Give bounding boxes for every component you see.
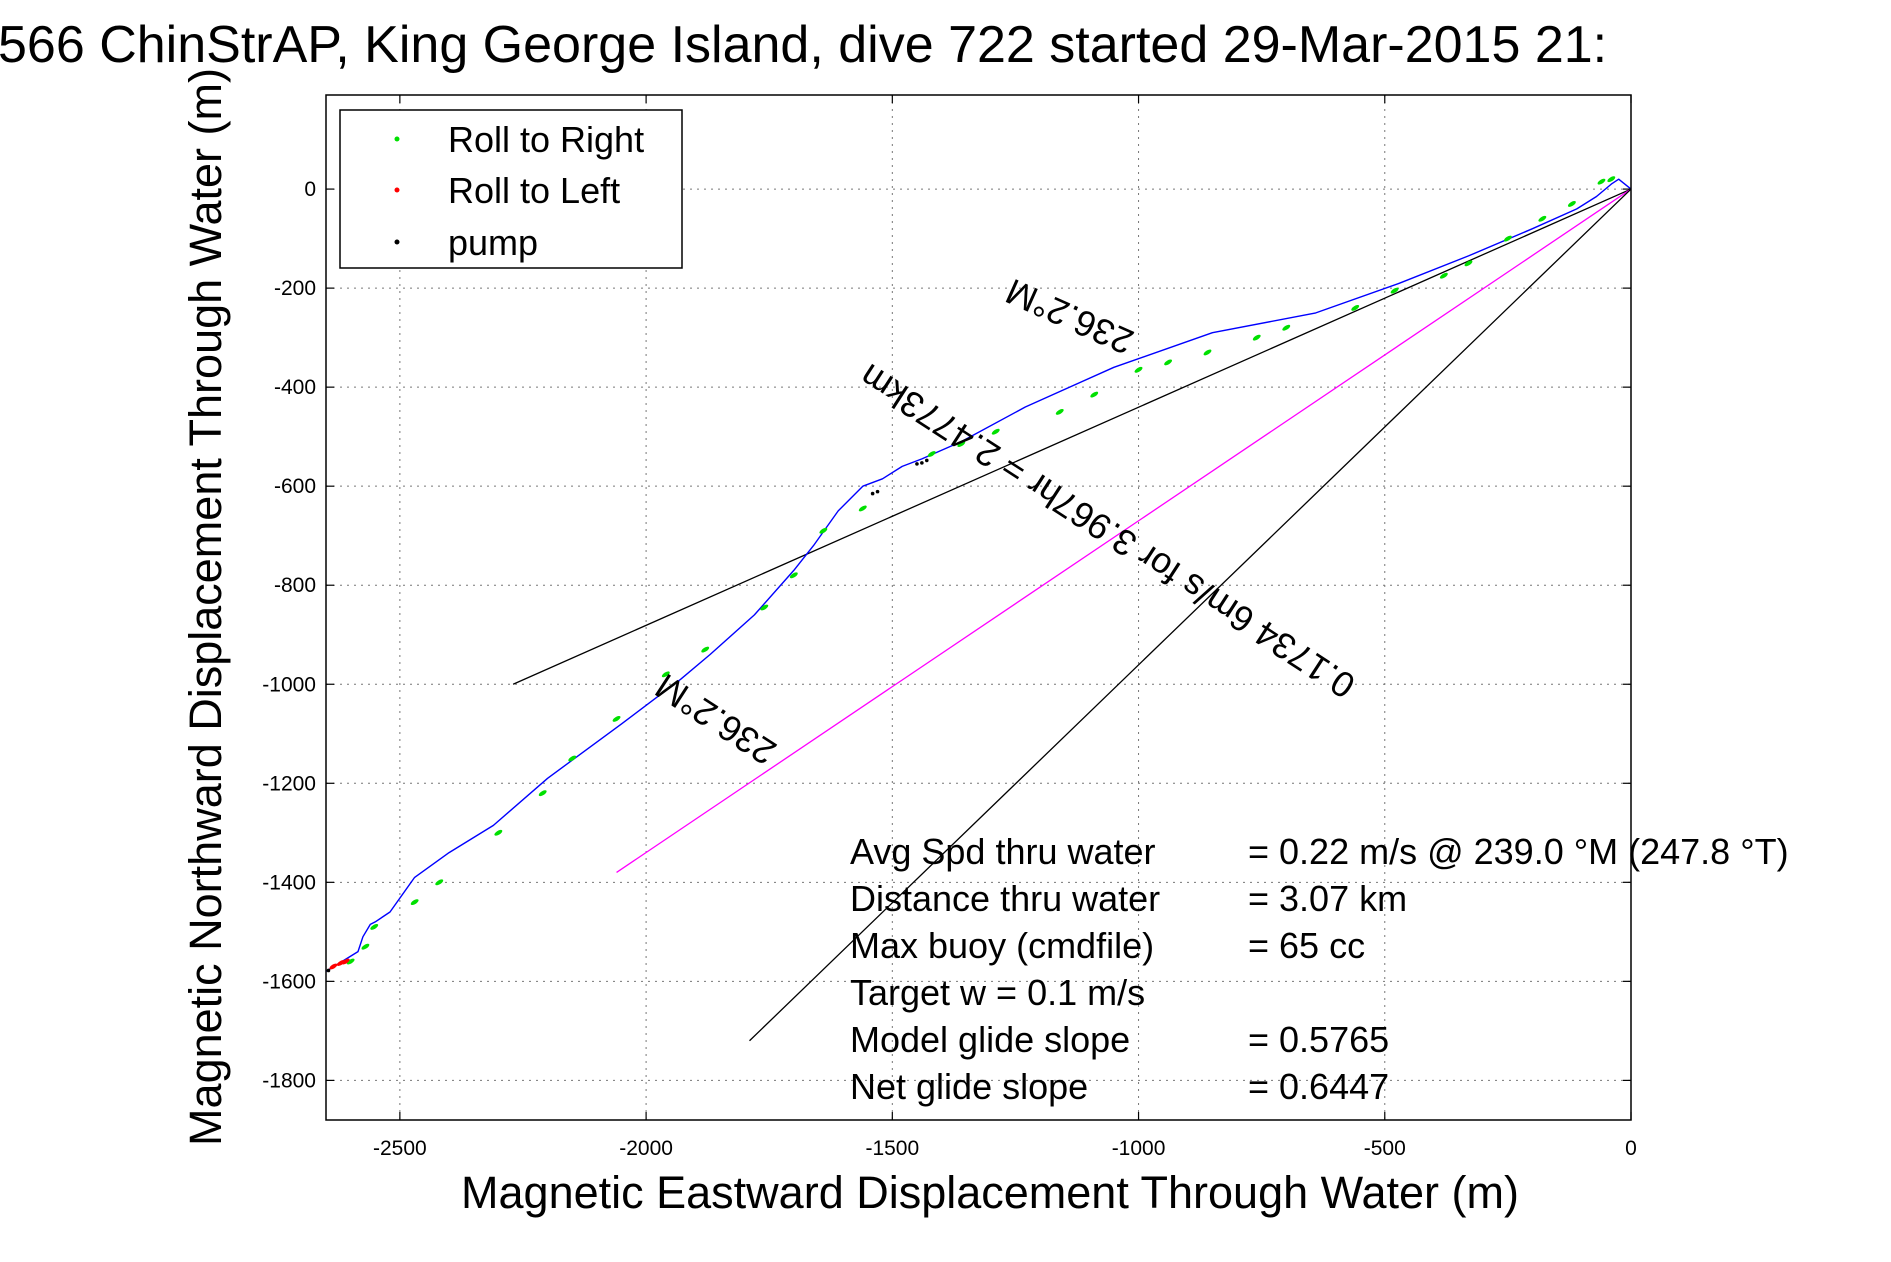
marker-roll_right — [1597, 178, 1606, 185]
y-tick-label: -1000 — [262, 673, 316, 696]
marker-roll_right — [370, 923, 379, 930]
marker-roll_right — [1538, 215, 1547, 222]
summary-model-glide-value: = 0.5765 — [1248, 1019, 1389, 1060]
marker-roll_right — [435, 879, 444, 886]
marker-pump — [924, 458, 929, 463]
marker-pump — [870, 491, 875, 496]
legend-marker-roll-right — [394, 136, 400, 142]
summary-net-glide-label: Net glide slope — [850, 1066, 1088, 1107]
summary-avg-speed-label: Avg Spd thru water — [850, 831, 1156, 872]
marker-roll_left — [329, 963, 338, 970]
marker-roll_right — [1503, 235, 1512, 242]
y-tick-label: -1800 — [262, 1069, 316, 1092]
marker-roll_right — [1252, 334, 1261, 341]
summary-target-w: Target w = 0.1 m/s — [850, 972, 1145, 1013]
y-tick-label: -200 — [274, 277, 316, 300]
y-tick-label: -400 — [274, 376, 316, 399]
marker-roll_right — [1464, 260, 1473, 267]
marker-roll_right — [1390, 287, 1399, 294]
marker-roll_right — [1607, 176, 1616, 183]
marker-roll_right — [1282, 324, 1291, 331]
marker-roll_right — [819, 527, 828, 534]
plot-area: 236.2°M0.1734 6m/s for 3.967hr = 2.4773k… — [262, 94, 1637, 1160]
summary-distance-value: = 3.07 km — [1248, 878, 1407, 919]
marker-roll_right — [612, 715, 621, 722]
x-tick-label: -1500 — [865, 1137, 919, 1160]
legend-label-roll-left: Roll to Left — [448, 170, 620, 211]
legend-label-pump: pump — [448, 222, 538, 263]
marker-roll_left — [341, 958, 350, 965]
marker-roll_right — [1439, 272, 1448, 279]
x-tick-label: -2500 — [373, 1137, 427, 1160]
marker-pump — [326, 968, 331, 973]
legend-label-roll-right: Roll to Right — [448, 119, 644, 160]
y-ticks: 0 -200 -400 -600 -800 -1000 -1200 -1400 -1600 -18… — [262, 178, 1631, 1092]
marker-roll_right — [927, 451, 936, 457]
summary-avg-speed-value: = 0.22 m/s @ 239.0 °M (247.8 °T) — [1248, 831, 1789, 872]
reference-line-0 — [512, 188, 1632, 685]
legend: Roll to Right Roll to Left pump — [339, 109, 683, 269]
series-lines — [325, 178, 1632, 972]
marker-roll_right — [858, 505, 867, 512]
y-axis-label: Magnetic Northward Displacement Through … — [180, 68, 231, 1146]
y-tick-label: -1400 — [262, 871, 316, 894]
y-grid — [326, 188, 1631, 1081]
legend-entry-pump: pump — [394, 222, 538, 263]
y-tick-label: -1200 — [262, 772, 316, 795]
marker-roll_right — [789, 572, 798, 579]
marker-roll_right — [346, 958, 355, 965]
marker-roll_right — [538, 790, 547, 797]
marker-roll_right — [1134, 366, 1143, 373]
reference-lines — [512, 188, 1632, 1042]
marker-roll_right — [361, 943, 370, 950]
reference-line-2 — [749, 188, 1632, 1042]
marker-roll_right — [1203, 349, 1212, 356]
x-tick-label: 0 — [1625, 1137, 1637, 1160]
marker-roll_right — [1567, 201, 1576, 207]
dive-summary: Avg Spd thru water = 0.22 m/s @ 239.0 °M… — [850, 831, 1789, 1107]
marker-roll_right — [1090, 391, 1099, 398]
marker-roll_right — [1055, 408, 1064, 415]
summary-distance-label: Distance thru water — [850, 878, 1160, 919]
x-tick-label: -500 — [1364, 1137, 1406, 1160]
marker-roll_right — [760, 604, 769, 611]
y-tick-label: -800 — [274, 574, 316, 597]
y-tick-label: -600 — [274, 475, 316, 498]
track-line — [325, 178, 1632, 972]
markers — [326, 176, 1616, 973]
summary-max-buoy-label: Max buoy (cmdfile) — [850, 925, 1154, 966]
summary-max-buoy-value: = 65 cc — [1248, 925, 1365, 966]
summary-net-glide-value: = 0.6447 — [1248, 1066, 1389, 1107]
legend-marker-roll-left — [394, 187, 400, 193]
reference-line-1 — [616, 188, 1632, 873]
x-tick-label: -2000 — [619, 1137, 673, 1160]
marker-pump — [875, 489, 880, 494]
marker-pump — [920, 461, 924, 465]
chart-title: 566 ChinStrAP, King George Island, dive … — [0, 16, 1607, 74]
legend-marker-pump — [394, 239, 400, 245]
marker-roll_right — [410, 899, 419, 906]
marker-roll_right — [991, 428, 1000, 435]
plot-frame — [325, 94, 1632, 1121]
marker-roll_right — [701, 646, 710, 653]
x-tick-label: -1000 — [1112, 1137, 1166, 1160]
legend-entry-roll-left: Roll to Left — [394, 170, 620, 211]
marker-pump — [915, 462, 919, 466]
x-ticks: -2500 -2000 -1500 -1000 -500 0 — [373, 95, 1637, 1160]
marker-roll_right — [1164, 359, 1173, 366]
marker-roll_right — [957, 441, 966, 448]
marker-roll_right — [661, 671, 670, 678]
y-tick-label: -1600 — [262, 970, 316, 993]
marker-roll_right — [568, 755, 577, 762]
legend-entry-roll-right: Roll to Right — [394, 119, 644, 160]
x-axis-label: Magnetic Eastward Displacement Through W… — [461, 1167, 1519, 1218]
y-tick-label: 0 — [304, 178, 316, 201]
summary-model-glide-label: Model glide slope — [850, 1019, 1130, 1060]
marker-roll_right — [494, 829, 503, 836]
marker-roll_right — [1351, 304, 1360, 311]
